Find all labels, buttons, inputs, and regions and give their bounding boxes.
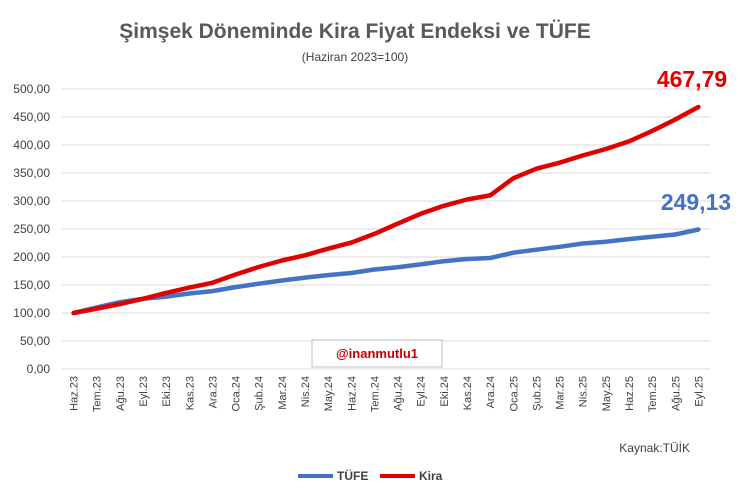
legend-tufe-label: TÜFE — [337, 468, 368, 483]
x-tick-label: Eki.23 — [161, 376, 173, 407]
y-tick-label: 500,00 — [13, 82, 50, 96]
legend-kira-label: Kira — [419, 469, 443, 483]
x-tick-label: Mar.24 — [277, 376, 289, 410]
x-tick-label: Ağu.23 — [115, 376, 127, 411]
x-tick-label: Tem.24 — [369, 376, 381, 412]
x-tick-label: Ağu.25 — [670, 376, 682, 411]
series-lines — [71, 104, 701, 316]
y-axis-ticks: 0,00 50,00 100,00 150,00 200,00 250,00 300,00 3… — [13, 82, 50, 376]
handle-text: @inanmutlu1 — [336, 346, 418, 361]
x-tick-label: Eyl.24 — [416, 376, 428, 407]
x-tick-label: Oca.25 — [508, 376, 520, 411]
kira-end-label: 467,79 — [657, 66, 727, 92]
x-tick-label: May.25 — [601, 376, 613, 411]
x-tick-label: Eyl.23 — [138, 376, 150, 407]
x-tick-label: Şub.24 — [254, 376, 266, 411]
x-tick-label: Ara.24 — [485, 376, 497, 408]
x-tick-label: Haz.25 — [624, 376, 636, 411]
x-tick-label: May.24 — [323, 376, 335, 411]
x-tick-label: Nis.25 — [578, 376, 590, 407]
tufe-end-label: 249,13 — [661, 189, 731, 215]
x-tick-label: Tem.25 — [647, 376, 659, 412]
x-tick-label: Tem.23 — [92, 376, 104, 412]
y-tick-label: 200,00 — [13, 250, 50, 264]
y-tick-label: 150,00 — [13, 278, 50, 292]
x-tick-label: Oca.24 — [231, 376, 243, 411]
x-tick-label: Mar.25 — [555, 376, 567, 410]
x-tick-label: Haz.24 — [346, 376, 358, 411]
y-tick-label: 350,00 — [13, 166, 50, 180]
chart-title: Şimşek Döneminde Kira Fiyat Endeksi ve T… — [119, 20, 591, 43]
handle-box — [311, 339, 443, 368]
x-tick-label: Eyl.25 — [693, 376, 705, 407]
handle-annotation: @inanmutlu1 — [311, 339, 443, 368]
y-tick-label: 0,00 — [27, 362, 51, 376]
source-note: Kaynak:TÜİK — [619, 441, 690, 455]
x-tick-label: Ara.23 — [207, 376, 219, 408]
y-tick-label: 400,00 — [13, 138, 50, 152]
series-line-kira — [71, 104, 701, 316]
x-tick-label: Nis.24 — [300, 376, 312, 407]
x-tick-label: Haz.23 — [69, 376, 81, 411]
x-tick-label: Kas.23 — [184, 376, 196, 410]
y-tick-label: 50,00 — [20, 334, 50, 348]
x-tick-label: Ağu.24 — [393, 376, 405, 411]
x-axis-ticks: Haz.23 Tem.23 Ağu.23 Eyl.23 Eki.23 Kas.23 Ara.… — [69, 376, 706, 412]
x-tick-label: Eki.24 — [439, 376, 451, 407]
x-tick-label: Kas.24 — [462, 376, 474, 410]
chart-subtitle: (Haziran 2023=100) — [302, 50, 408, 64]
y-tick-label: 300,00 — [13, 194, 50, 208]
y-tick-label: 450,00 — [13, 110, 50, 124]
legend: TÜFE Kira — [298, 468, 443, 483]
y-tick-label: 100,00 — [13, 306, 50, 320]
series-line-tufe — [71, 227, 701, 316]
y-tick-label: 250,00 — [13, 222, 50, 236]
x-tick-label: Şub.25 — [531, 376, 543, 411]
